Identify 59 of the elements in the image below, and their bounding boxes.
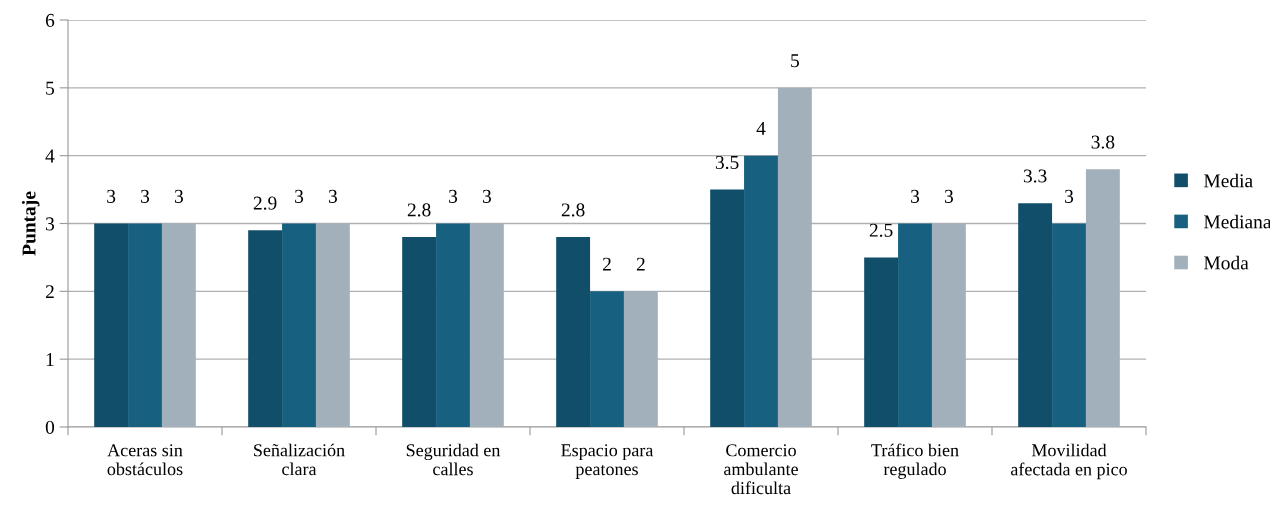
- y-tick-label: 4: [45, 149, 55, 163]
- legend-label: Media: [1204, 173, 1253, 188]
- bar: [282, 223, 316, 427]
- bar: [590, 291, 624, 427]
- y-tick-label: 5: [46, 81, 55, 95]
- y-tick-label: 3: [46, 217, 55, 231]
- bar: [94, 223, 129, 427]
- data-label: 2.8: [561, 203, 585, 217]
- bar: [931, 223, 966, 427]
- bar: [402, 237, 437, 427]
- bar: [128, 223, 162, 427]
- bar: [1018, 203, 1053, 427]
- data-label: 3: [911, 189, 920, 203]
- legend-label: Moda: [1204, 255, 1249, 270]
- x-tick-label: Seguridad en calles: [406, 443, 501, 476]
- x-tick-label: Movilidad afectada en pico: [1010, 443, 1127, 480]
- bar: [623, 291, 658, 427]
- data-label: 3: [944, 189, 953, 203]
- bar: [744, 155, 778, 427]
- bar: [161, 223, 196, 427]
- x-tick-label: Señalización clara: [254, 443, 345, 476]
- y-tick-label: 2: [45, 285, 54, 299]
- bar: [315, 223, 350, 427]
- bar: [556, 237, 591, 427]
- bar: [248, 230, 283, 427]
- x-tick-label: Tráfico bien regulado: [871, 443, 959, 479]
- bar: [864, 257, 899, 427]
- x-tick-label: Espacio para peatones: [561, 444, 654, 479]
- y-tick-label: 6: [45, 13, 55, 27]
- data-label: 2: [636, 257, 645, 271]
- y-axis-title: Puntaje: [21, 191, 40, 256]
- bar: [1052, 223, 1086, 427]
- bar: [777, 87, 812, 427]
- data-label: 3: [174, 189, 183, 203]
- bar: [1085, 169, 1120, 427]
- data-label: 3: [449, 189, 458, 203]
- data-label: 3: [482, 189, 491, 203]
- bar: [436, 223, 470, 427]
- data-label: 3: [328, 189, 337, 203]
- y-tick-label: 1: [46, 353, 54, 366]
- data-label: 3.3: [1023, 169, 1047, 183]
- bar: [469, 223, 504, 427]
- x-tick-label: Aceras sin obstáculos: [107, 444, 183, 476]
- data-label: 3: [295, 189, 304, 203]
- data-label: 3.5: [715, 155, 739, 170]
- data-label: 5: [791, 54, 799, 68]
- data-label: 2.8: [407, 203, 431, 217]
- bar: [898, 223, 932, 427]
- data-label: 4: [756, 122, 766, 135]
- data-label: 2.9: [253, 196, 277, 210]
- bar: [710, 189, 745, 427]
- data-label: 2: [602, 257, 611, 271]
- x-tick-label: Comercio ambulante dificulta: [724, 444, 798, 495]
- data-label: 3.8: [1091, 135, 1115, 149]
- data-label: 3: [107, 189, 116, 203]
- data-label: 2.5: [869, 223, 893, 237]
- data-label: 3: [1065, 189, 1074, 203]
- data-label: 3: [141, 189, 150, 203]
- y-tick-label: 0: [45, 420, 55, 434]
